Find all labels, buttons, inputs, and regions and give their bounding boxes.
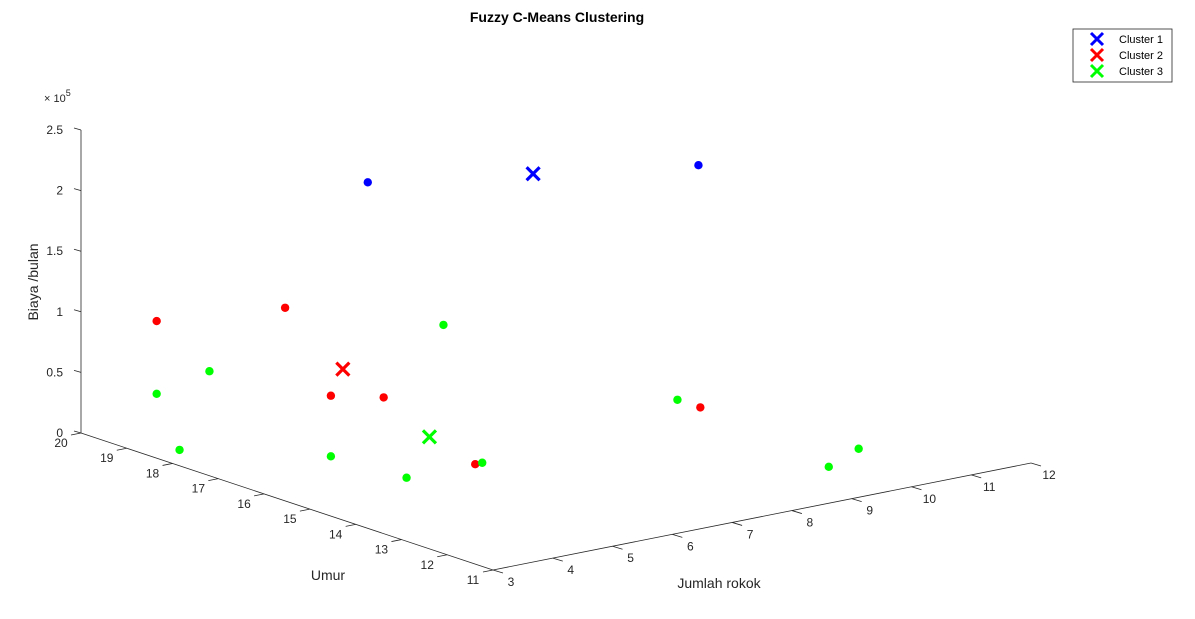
y-tick-label: 13 (375, 543, 389, 557)
cluster-centers (335, 166, 541, 445)
data-points (152, 160, 863, 482)
z-tick (73, 430, 82, 434)
legend-label-cluster-1: Cluster 1 (1119, 34, 1163, 46)
z-tick (73, 248, 82, 252)
data-point-cluster-1 (363, 178, 372, 187)
cluster-center-2 (335, 361, 351, 377)
x-tick (791, 510, 803, 514)
y-tick-label: 14 (329, 527, 343, 541)
legend-marker-cluster-2 (1089, 47, 1105, 63)
y-tick-label: 19 (100, 451, 114, 465)
legend-entry-cluster-1[interactable]: Cluster 1 (1089, 31, 1163, 47)
data-point-cluster-2 (379, 393, 388, 402)
x-axis-line (492, 462, 1032, 571)
legend-label-cluster-3: Cluster 3 (1119, 66, 1163, 78)
cluster-center-3 (421, 429, 438, 445)
z-tick (73, 309, 82, 313)
x-tick (672, 533, 683, 538)
data-point-cluster-3 (402, 473, 411, 482)
x-tick (612, 545, 623, 550)
data-point-cluster-2 (696, 403, 705, 412)
x-tick-label: 5 (627, 551, 634, 565)
data-point-cluster-3 (439, 320, 448, 330)
legend-entry-cluster-3[interactable]: Cluster 3 (1089, 63, 1163, 79)
data-point-cluster-2 (326, 391, 336, 400)
data-point-cluster-3 (175, 445, 184, 455)
x-tick-label: 7 (747, 527, 754, 541)
z-tick (73, 127, 82, 131)
y-tick (208, 478, 219, 482)
x-tick-label: 12 (1042, 468, 1056, 482)
y-tick-label: 12 (421, 558, 435, 572)
y-tick (482, 569, 494, 573)
x-tick-label: 4 (567, 563, 574, 577)
y-tick-label: 15 (283, 512, 297, 526)
data-point-cluster-3 (478, 458, 487, 467)
z-exponent-label: × 105 (44, 88, 71, 105)
x-tick (851, 498, 862, 503)
x-tick-label: 8 (807, 516, 814, 530)
legend-label-cluster-2: Cluster 2 (1119, 50, 1163, 62)
y-tick (116, 447, 127, 451)
x-tick (971, 474, 982, 479)
legend[interactable]: Cluster 1 Cluster 2 Cluster 3 (1072, 28, 1173, 83)
y-tick-label: 17 (192, 482, 206, 496)
y-axis-line (80, 432, 494, 571)
x-tick-label: 6 (687, 539, 694, 553)
data-point-cluster-1 (694, 160, 703, 170)
z-tick-label: 2.5 (46, 123, 63, 137)
y-tick (391, 539, 402, 542)
data-point-cluster-2 (280, 303, 290, 312)
data-point-cluster-3 (673, 395, 682, 404)
legend-entry-cluster-2[interactable]: Cluster 2 (1089, 47, 1163, 63)
tick-marks (70, 127, 1042, 574)
data-point-cluster-2 (152, 316, 161, 326)
data-point-cluster-3 (205, 367, 214, 376)
z-axis-label: Biaya /bulan (25, 243, 41, 320)
y-tick-label: 11 (467, 573, 480, 587)
y-tick (299, 508, 310, 512)
data-point-cluster-3 (854, 444, 863, 453)
cluster-center-1 (525, 166, 541, 182)
x-tick-label: 3 (508, 575, 515, 589)
z-tick (73, 188, 82, 191)
y-tick-label: 20 (54, 436, 68, 450)
z-tick-label: 2 (56, 184, 63, 198)
legend-box (1072, 28, 1173, 83)
x-tick (1030, 462, 1042, 467)
y-tick (437, 554, 448, 558)
data-point-cluster-3 (152, 389, 161, 398)
x-tick-label: 10 (923, 492, 937, 506)
x-tick (492, 569, 504, 574)
y-tick (345, 523, 356, 527)
legend-marker-cluster-1 (1089, 31, 1105, 47)
z-tick-label: 0 (56, 426, 63, 440)
x-tick (731, 522, 743, 526)
y-tick (70, 432, 82, 436)
x-tick (911, 486, 922, 491)
y-axis-label: Umur (311, 567, 346, 583)
x-axis-label: Jumlah rokok (677, 575, 761, 591)
data-point-cluster-3 (326, 452, 336, 461)
x-tick-label: 9 (866, 504, 873, 518)
axes-box (80, 130, 1032, 571)
data-point-cluster-2 (471, 459, 480, 469)
y-tick-label: 16 (237, 497, 251, 511)
chart-title: Fuzzy C-Means Clustering (470, 9, 644, 25)
x-tick-label: 11 (983, 480, 996, 494)
z-tick-label: 1 (56, 305, 63, 319)
x-tick (552, 557, 563, 562)
z-tick-label: 0.5 (46, 365, 63, 379)
data-point-cluster-3 (824, 462, 833, 472)
y-tick-label: 18 (146, 466, 160, 480)
z-tick (73, 370, 82, 373)
y-tick (254, 493, 265, 497)
y-tick (162, 463, 173, 466)
z-tick-label: 1.5 (46, 244, 63, 258)
legend-marker-cluster-3 (1089, 63, 1105, 79)
tick-labels: 3 4 5 6 7 8 9 10 11 12 11 12 13 14 15 16 17 18 19 200 0.5 1 1.… (46, 123, 1056, 589)
